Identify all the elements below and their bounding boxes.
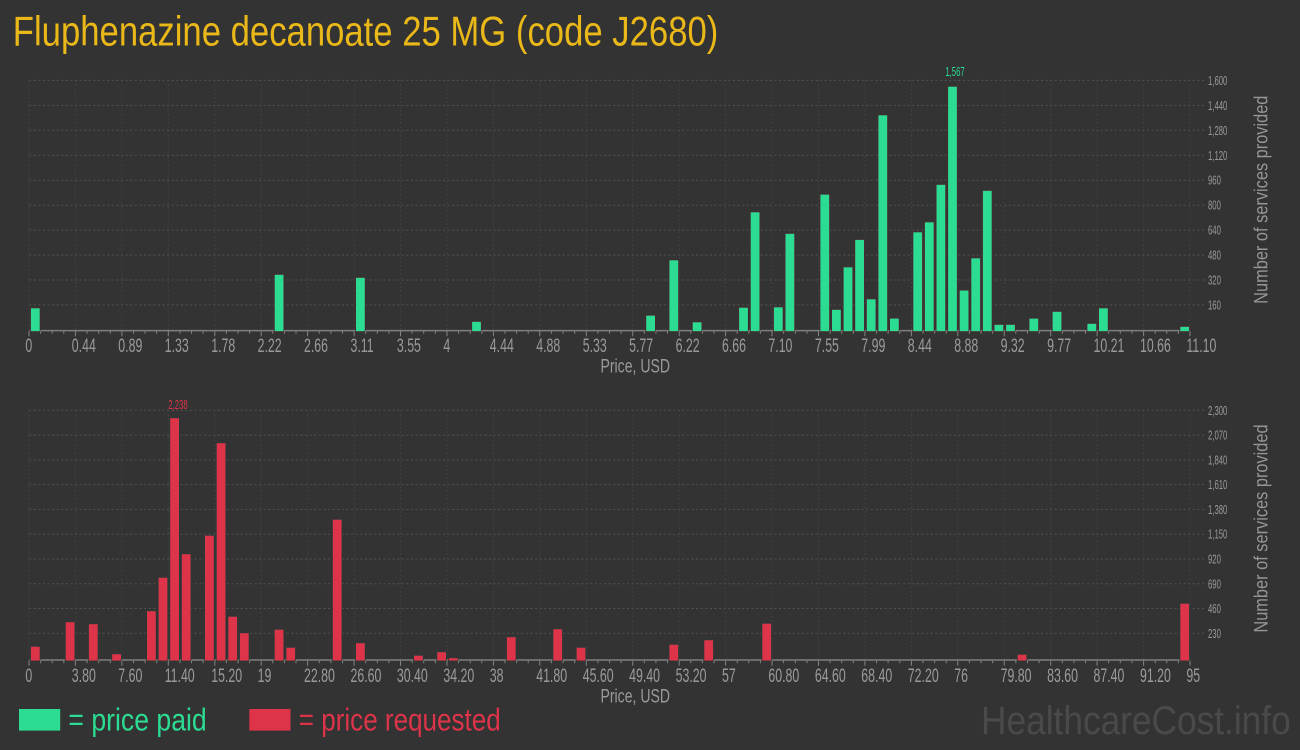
svg-text:Number of services provided: Number of services provided xyxy=(1250,96,1271,304)
svg-text:0.89: 0.89 xyxy=(118,335,142,356)
svg-text:9.32: 9.32 xyxy=(1001,335,1025,356)
svg-text:5.33: 5.33 xyxy=(583,335,607,356)
svg-text:26.60: 26.60 xyxy=(351,665,382,686)
svg-text:87.40: 87.40 xyxy=(1094,665,1125,686)
svg-text:6.22: 6.22 xyxy=(676,335,700,356)
svg-text:920: 920 xyxy=(1208,554,1221,567)
svg-text:230: 230 xyxy=(1208,628,1221,641)
svg-text:0.44: 0.44 xyxy=(72,335,96,356)
svg-text:7.99: 7.99 xyxy=(861,335,885,356)
svg-text:HealthcareCost.info: HealthcareCost.info xyxy=(981,698,1291,742)
svg-text:Number of services provided: Number of services provided xyxy=(1250,424,1271,632)
svg-text:800: 800 xyxy=(1208,200,1221,213)
svg-text:1,610: 1,610 xyxy=(1208,479,1228,492)
svg-text:7.55: 7.55 xyxy=(815,335,839,356)
svg-text:1,600: 1,600 xyxy=(1208,75,1228,88)
svg-text:30.40: 30.40 xyxy=(397,665,428,686)
svg-text:83.60: 83.60 xyxy=(1047,665,1078,686)
svg-text:1,567: 1,567 xyxy=(945,66,965,79)
svg-text:11.40: 11.40 xyxy=(165,665,195,686)
svg-text:= price requested: = price requested xyxy=(299,703,501,738)
svg-text:38: 38 xyxy=(490,665,504,686)
svg-text:60.80: 60.80 xyxy=(768,665,799,686)
svg-text:1,120: 1,120 xyxy=(1208,150,1228,163)
svg-text:1,840: 1,840 xyxy=(1208,455,1228,468)
svg-text:2,300: 2,300 xyxy=(1208,405,1228,418)
svg-text:460: 460 xyxy=(1208,603,1221,616)
svg-text:640: 640 xyxy=(1208,225,1221,238)
svg-text:91.20: 91.20 xyxy=(1140,665,1171,686)
svg-text:57: 57 xyxy=(722,665,736,686)
svg-text:1.33: 1.33 xyxy=(165,335,189,356)
svg-text:= price paid: = price paid xyxy=(68,704,206,739)
svg-text:11.10: 11.10 xyxy=(1186,335,1216,356)
svg-text:4.44: 4.44 xyxy=(490,335,514,356)
svg-text:19: 19 xyxy=(258,665,272,686)
svg-text:7.60: 7.60 xyxy=(118,665,142,686)
svg-text:2.22: 2.22 xyxy=(258,335,282,356)
svg-text:0: 0 xyxy=(25,335,32,356)
svg-text:79.80: 79.80 xyxy=(1001,665,1032,686)
svg-text:10.21: 10.21 xyxy=(1094,335,1125,356)
svg-text:22.80: 22.80 xyxy=(304,665,335,686)
svg-text:1.78: 1.78 xyxy=(211,335,235,356)
svg-text:95: 95 xyxy=(1186,665,1200,686)
svg-text:2.66: 2.66 xyxy=(304,335,328,356)
svg-text:53.20: 53.20 xyxy=(676,665,707,686)
svg-text:1,280: 1,280 xyxy=(1208,125,1228,138)
svg-text:34.20: 34.20 xyxy=(443,665,474,686)
svg-text:4: 4 xyxy=(443,335,450,356)
svg-text:76: 76 xyxy=(954,665,968,686)
svg-text:320: 320 xyxy=(1208,275,1221,288)
svg-text:8.44: 8.44 xyxy=(908,335,932,356)
svg-text:3.80: 3.80 xyxy=(72,665,96,686)
svg-text:6.66: 6.66 xyxy=(722,335,746,356)
svg-text:3.55: 3.55 xyxy=(397,335,421,356)
svg-text:7.10: 7.10 xyxy=(768,335,792,356)
svg-text:160: 160 xyxy=(1208,300,1221,313)
svg-text:64.60: 64.60 xyxy=(815,665,846,686)
svg-text:480: 480 xyxy=(1208,250,1221,263)
svg-text:41.80: 41.80 xyxy=(536,665,567,686)
svg-text:45.60: 45.60 xyxy=(583,665,614,686)
svg-text:960: 960 xyxy=(1208,175,1221,188)
svg-text:10.66: 10.66 xyxy=(1140,335,1171,356)
svg-text:68.40: 68.40 xyxy=(861,665,892,686)
svg-text:690: 690 xyxy=(1208,579,1221,592)
svg-text:Price, USD: Price, USD xyxy=(601,685,670,707)
svg-text:2,070: 2,070 xyxy=(1208,430,1228,443)
svg-text:3.11: 3.11 xyxy=(351,335,374,356)
svg-text:Price, USD: Price, USD xyxy=(601,355,670,377)
svg-text:49.40: 49.40 xyxy=(629,665,660,686)
svg-text:15.20: 15.20 xyxy=(211,665,242,686)
svg-text:72.20: 72.20 xyxy=(908,665,939,686)
svg-text:2,238: 2,238 xyxy=(168,399,188,412)
svg-text:4.88: 4.88 xyxy=(536,335,560,356)
svg-text:Fluphenazine decanoate 25 MG (: Fluphenazine decanoate 25 MG (code J2680… xyxy=(13,8,719,55)
svg-text:0: 0 xyxy=(25,665,32,686)
svg-text:8.88: 8.88 xyxy=(954,335,978,356)
svg-text:9.77: 9.77 xyxy=(1047,335,1071,356)
svg-text:1,440: 1,440 xyxy=(1208,100,1228,113)
svg-text:1,380: 1,380 xyxy=(1208,504,1228,517)
svg-text:5.77: 5.77 xyxy=(629,335,653,356)
svg-text:1,150: 1,150 xyxy=(1208,529,1228,542)
